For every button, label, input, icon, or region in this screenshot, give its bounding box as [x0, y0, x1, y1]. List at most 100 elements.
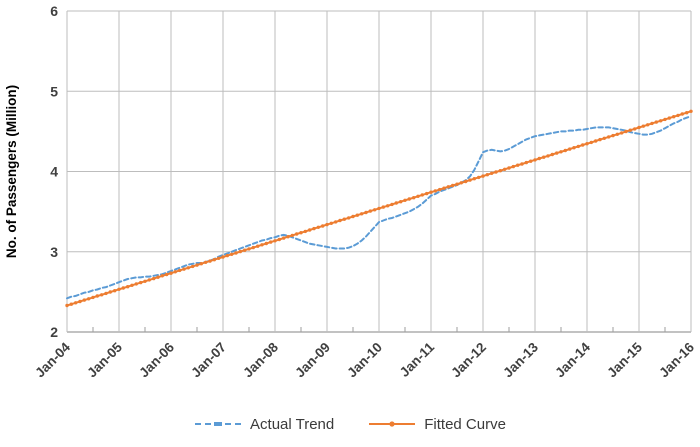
- fitted-curve-marker: [650, 121, 654, 126]
- fitted-curve-marker: [156, 275, 160, 279]
- fitted-curve-marker: [195, 263, 199, 267]
- fitted-curve-marker: [147, 278, 151, 282]
- fitted-curve-marker: [472, 177, 476, 181]
- fitted-curve-marker: [676, 113, 680, 118]
- x-tick-label: Jan-12: [448, 340, 489, 381]
- x-tick-label: Jan-05: [84, 339, 125, 380]
- fitted-curve-marker: [685, 111, 689, 115]
- fitted-curve-marker: [498, 169, 502, 173]
- x-tick-label: Jan-14: [552, 339, 593, 380]
- fitted-curve-marker: [624, 129, 628, 134]
- fitted-curve-marker: [199, 262, 203, 266]
- fitted-curve-marker: [208, 259, 212, 263]
- fitted-curve-marker: [602, 136, 606, 140]
- x-tick-label: Jan-07: [188, 340, 229, 381]
- fitted-curve-marker: [438, 187, 442, 192]
- fitted-curve-marker: [524, 160, 528, 165]
- fitted-curve-marker: [425, 191, 429, 196]
- fitted-curve-marker: [442, 186, 446, 190]
- fitted-curve-marker: [338, 218, 342, 223]
- fitted-curve-marker: [464, 179, 468, 184]
- fitted-curve-marker: [225, 253, 229, 258]
- fitted-curve-marker: [477, 175, 481, 180]
- fitted-curve-marker: [585, 142, 589, 146]
- fitted-curve-marker: [615, 132, 619, 136]
- fitted-curve-marker: [559, 150, 563, 154]
- fitted-curve-marker: [191, 264, 195, 269]
- fitted-curve-marker: [381, 205, 385, 209]
- fitted-curve-marker: [217, 256, 221, 260]
- fitted-curve-marker: [186, 266, 190, 270]
- fitted-curve-marker: [143, 279, 147, 283]
- fitted-curve-marker: [455, 182, 459, 186]
- fitted-curve-marker: [659, 119, 663, 123]
- fitted-curve-marker: [100, 293, 104, 297]
- fitted-curve-marker: [581, 143, 585, 147]
- fitted-curve-marker: [78, 299, 82, 304]
- y-tick-label: 5: [50, 83, 58, 99]
- fitted-curve-marker: [451, 183, 455, 188]
- fitted-curve-marker: [689, 109, 693, 114]
- fitted-curve-marker: [576, 144, 580, 149]
- fitted-curve-marker: [321, 224, 325, 228]
- fitted-curve-marker: [607, 135, 611, 139]
- fitted-curve-marker: [173, 270, 177, 274]
- fitted-curve-marker: [230, 252, 234, 256]
- fitted-curve-marker: [334, 220, 338, 224]
- fitted-curve-marker: [511, 164, 515, 169]
- x-tick-label: Jan-16: [656, 339, 697, 380]
- fitted-curve-marker: [204, 260, 208, 264]
- fitted-curve-marker: [247, 247, 251, 251]
- fitted-curve-marker: [160, 274, 164, 278]
- fitted-curve-marker: [516, 163, 520, 167]
- fitted-curve-marker: [69, 302, 74, 306]
- plot-area: 2 3 4 5 6 Jan-04 Jan-05 Jan-06 Jan-07 Jan-08 Jan-0…: [32, 3, 697, 380]
- fitted-curve-marker: [260, 243, 264, 247]
- fitted-curve-marker: [121, 286, 126, 290]
- fitted-curve-marker: [589, 140, 593, 145]
- fitted-curve-marker: [303, 229, 307, 234]
- fitted-curve-marker: [507, 166, 511, 170]
- fitted-curve-marker: [386, 204, 390, 208]
- y-tick-label: 4: [50, 164, 58, 180]
- fitted-curve-marker: [178, 268, 182, 273]
- fitted-curve-marker: [342, 217, 346, 221]
- fitted-curve-marker: [351, 214, 355, 219]
- fitted-curve-marker: [446, 185, 450, 189]
- fitted-curve-marker: [165, 272, 169, 277]
- fitted-curve-marker: [126, 285, 130, 289]
- fitted-curve-swatch-icon: [369, 421, 416, 427]
- fitted-curve-marker: [490, 171, 494, 175]
- fitted-curve-marker: [680, 112, 684, 116]
- fitted-curve-marker: [234, 251, 238, 255]
- fitted-curve-marker: [282, 236, 286, 240]
- fitted-curve-marker: [377, 206, 381, 211]
- fitted-curve-marker: [273, 239, 277, 243]
- fitted-curve-marker: [277, 237, 281, 242]
- x-tick-label: Jan-09: [292, 340, 333, 381]
- fitted-curve-marker: [91, 295, 95, 300]
- fitted-curve-marker: [360, 212, 364, 216]
- fitted-curve-marker: [182, 267, 186, 271]
- fitted-curve-marker: [169, 271, 173, 275]
- fitted-curve-marker: [485, 173, 489, 177]
- fitted-curve-marker: [264, 241, 268, 246]
- fitted-curve-marker: [598, 137, 602, 142]
- fitted-curve-marker: [251, 245, 255, 250]
- fitted-curve-marker: [594, 139, 598, 143]
- x-tick-label: Jan-15: [604, 339, 645, 380]
- fitted-curve-marker: [407, 197, 411, 201]
- fitted-curve-marker: [542, 155, 546, 159]
- y-tick-label: 3: [50, 244, 58, 260]
- x-tick-label: Jan-08: [240, 339, 281, 380]
- fitted-curve-marker: [533, 158, 537, 162]
- legend-item-fitted-curve: Fitted Curve: [368, 416, 506, 433]
- fitted-curve-marker: [329, 221, 333, 225]
- fitted-curve-marker: [295, 232, 299, 236]
- fitted-curve-marker: [399, 200, 403, 204]
- fitted-curve-marker: [269, 240, 273, 244]
- fitted-curve-marker: [550, 152, 554, 157]
- legend-item-actual-trend: Actual Trend: [194, 416, 334, 433]
- x-tick-label: Jan-06: [136, 339, 177, 380]
